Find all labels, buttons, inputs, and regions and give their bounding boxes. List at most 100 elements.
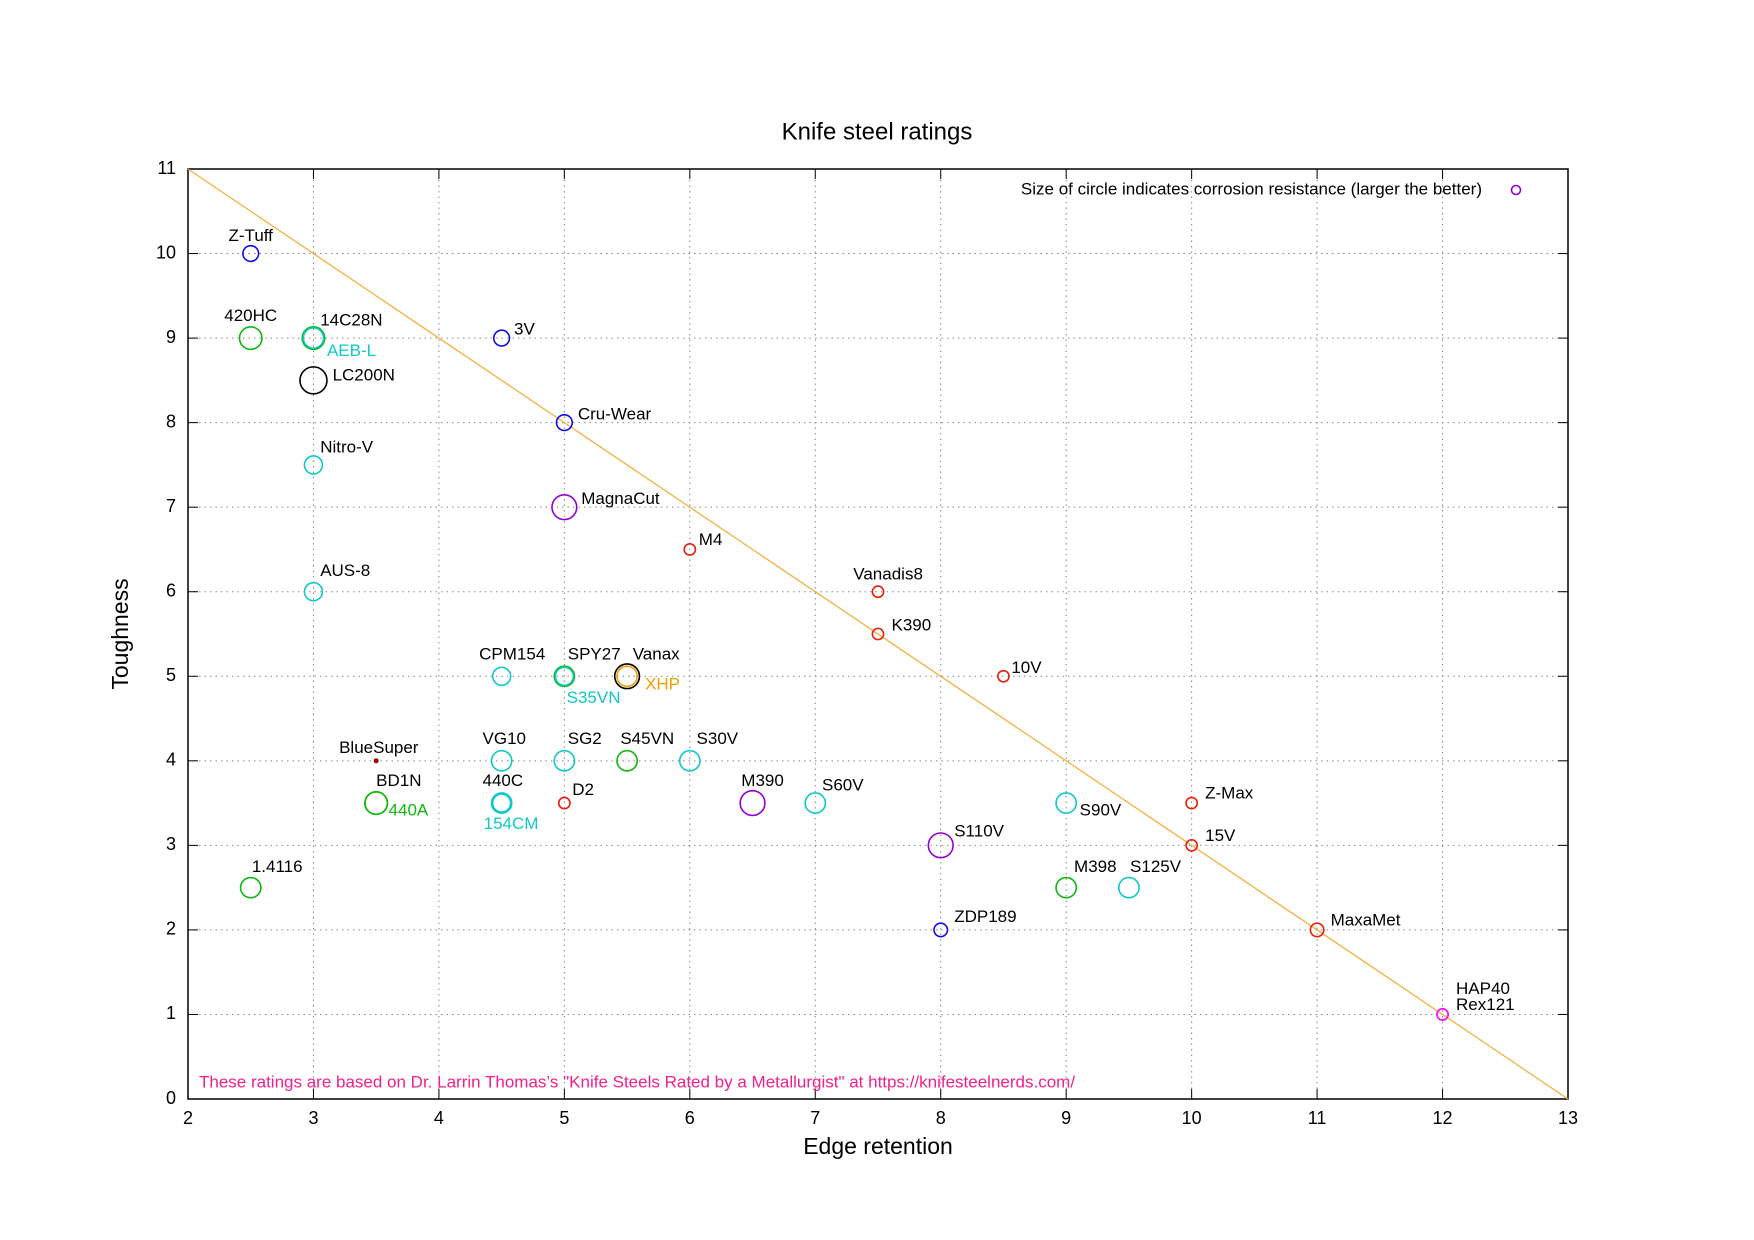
- point-label: M390: [741, 771, 784, 790]
- data-point: [613, 663, 641, 690]
- point-label: S30V: [697, 729, 739, 748]
- point-label: Rex121: [1456, 995, 1515, 1014]
- y-tick-label: 0: [166, 1088, 176, 1108]
- data-point: [1436, 1008, 1449, 1021]
- point-label: S125V: [1130, 857, 1182, 876]
- data-point: [616, 665, 639, 688]
- data-point: [299, 366, 328, 395]
- point-label: AUS-8: [320, 561, 370, 580]
- point-label: VG10: [483, 729, 526, 748]
- point-label: Vanadis8: [853, 564, 923, 583]
- point-label: BlueSuper: [339, 738, 419, 757]
- x-tick-label: 7: [810, 1108, 820, 1128]
- point-label: Cru-Wear: [578, 404, 652, 423]
- data-point: [554, 666, 575, 687]
- x-tick-label: 9: [1061, 1108, 1071, 1128]
- point-label: S45VN: [620, 729, 674, 748]
- point-label: S110V: [954, 821, 1004, 840]
- y-tick-label: 10: [156, 242, 176, 262]
- data-point: [490, 792, 513, 815]
- point-label: XHP: [645, 675, 680, 694]
- y-tick-label: 1: [166, 1003, 176, 1023]
- data-point: [553, 665, 576, 688]
- data-point: [678, 749, 701, 772]
- data-point: [1185, 796, 1199, 810]
- y-tick-label: 7: [166, 496, 176, 516]
- data-point: [491, 793, 512, 813]
- data-point: [492, 329, 511, 347]
- point-label: ZDP189: [954, 907, 1016, 926]
- point-label: 440A: [389, 800, 429, 819]
- point-label: 10V: [1011, 658, 1042, 677]
- point-label: MagnaCut: [581, 489, 660, 508]
- data-point: [933, 922, 949, 938]
- y-axis-label: Toughness: [107, 578, 133, 689]
- data-point: [553, 749, 576, 772]
- data-point: [1309, 922, 1325, 938]
- x-tick-label: 8: [936, 1108, 946, 1128]
- data-point: [871, 585, 885, 599]
- point-label: S90V: [1080, 800, 1122, 819]
- y-tick-label: 11: [157, 158, 176, 178]
- data-point: [238, 326, 263, 351]
- data-point: [1055, 876, 1078, 899]
- data-point: [490, 749, 513, 772]
- data-point: [303, 455, 324, 475]
- data-point: [1117, 876, 1140, 899]
- data-point: [491, 666, 512, 687]
- x-tick-label: 12: [1433, 1108, 1453, 1128]
- x-tick-label: 2: [183, 1108, 193, 1128]
- reference-line: [187, 168, 1569, 1100]
- y-tick-label: 6: [166, 580, 176, 600]
- data-point: [683, 543, 697, 556]
- point-label: M4: [699, 530, 723, 549]
- point-label: SG2: [568, 729, 602, 748]
- x-tick-label: 3: [308, 1108, 318, 1128]
- point-label: 440C: [483, 771, 524, 790]
- x-tick-label: 4: [434, 1108, 444, 1128]
- data-point: [871, 627, 885, 641]
- point-label: 15V: [1205, 826, 1236, 845]
- point-label: M398: [1074, 857, 1117, 876]
- point-label: Z-Tuff: [229, 226, 274, 245]
- data-point: [739, 789, 766, 817]
- point-label: S60V: [822, 776, 864, 795]
- point-label: Vanax: [633, 644, 680, 663]
- y-tick-label: 3: [166, 834, 176, 854]
- point-label: BD1N: [376, 771, 421, 790]
- point-label: 3V: [514, 320, 535, 339]
- data-point: [301, 326, 326, 351]
- data-point: [551, 494, 578, 521]
- data-point: [616, 749, 639, 772]
- plot-frame: [187, 168, 1569, 1100]
- chart-title: Knife steel ratings: [782, 118, 973, 145]
- point-label: K390: [891, 616, 931, 635]
- y-tick-label: 8: [166, 411, 176, 431]
- x-tick-label: 6: [685, 1108, 695, 1128]
- data-point: [364, 791, 389, 816]
- x-tick-label: 13: [1558, 1108, 1578, 1128]
- annotation: These ratings are based on Dr. Larrin Th…: [199, 1072, 1075, 1091]
- data-point: [804, 792, 827, 815]
- data-point: [373, 758, 379, 764]
- x-tick-label: 11: [1308, 1108, 1327, 1128]
- point-label: LC200N: [333, 365, 395, 384]
- point-label: MaxaMet: [1331, 910, 1401, 929]
- point-label: S35VN: [567, 688, 621, 707]
- y-tick-label: 9: [166, 327, 176, 347]
- y-tick-label: 5: [166, 665, 176, 685]
- point-label: D2: [572, 780, 594, 799]
- x-axis-label: Edge retention: [803, 1133, 953, 1159]
- data-point: [239, 876, 262, 899]
- data-point: [302, 327, 325, 350]
- x-tick-label: 5: [559, 1108, 569, 1128]
- legend-marker: [1510, 184, 1522, 196]
- point-label: CPM154: [479, 644, 545, 663]
- y-tick-label: 4: [166, 750, 176, 770]
- data-point: [242, 244, 260, 263]
- point-label: Z-Max: [1205, 784, 1254, 803]
- data-point: [1185, 838, 1199, 852]
- point-label: 14C28N: [320, 311, 382, 330]
- data-point: [557, 796, 571, 810]
